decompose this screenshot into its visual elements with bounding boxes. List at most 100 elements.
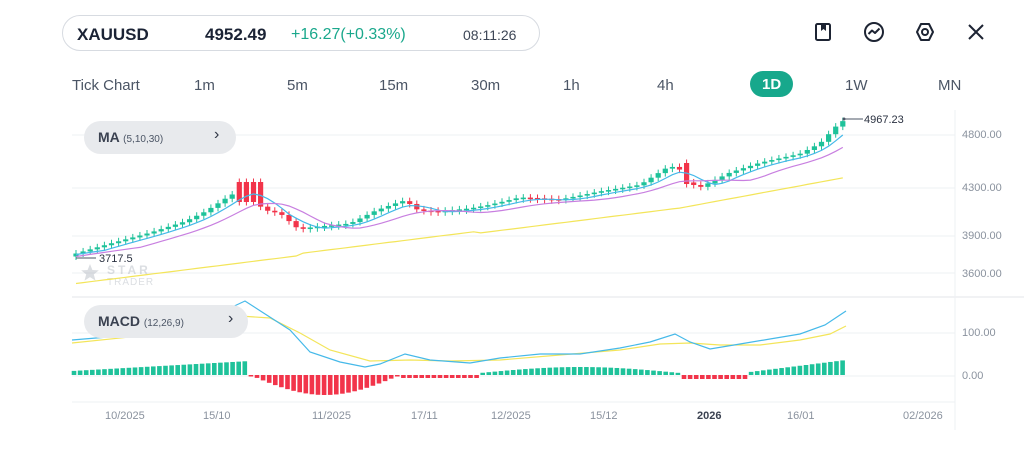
candle-body (620, 187, 626, 190)
star-trader-watermark: STAR TRADER (81, 263, 153, 288)
macd-bar (285, 375, 290, 390)
candle-body (350, 222, 356, 224)
candle-body (676, 166, 683, 170)
candle-body (172, 224, 178, 227)
bookmark-icon[interactable] (811, 20, 835, 44)
macd-bar (828, 361, 833, 375)
macd-bar (480, 372, 485, 375)
moving-average-lines (75, 134, 844, 285)
candle-body (769, 160, 775, 162)
indicator-icon[interactable] (862, 20, 886, 44)
candle-body (116, 241, 122, 244)
candle-body (726, 172, 732, 177)
macd-bar (315, 375, 321, 395)
macd-bar (291, 375, 296, 391)
candle-body (804, 149, 810, 154)
candle-body (250, 182, 257, 202)
candle-body (94, 247, 100, 250)
candle-body (456, 209, 462, 211)
candle-body (818, 141, 825, 147)
macd-bar (224, 362, 229, 375)
macd-bar (425, 375, 431, 378)
macd-bar (718, 375, 723, 379)
candle-body (286, 214, 292, 222)
macd-bar (840, 360, 845, 375)
macd-bar (205, 363, 211, 375)
ma-indicator-pill[interactable]: MA (5,10,30) › (84, 121, 236, 154)
macd-bar (742, 375, 748, 379)
tab-tick-chart[interactable]: Tick Chart (72, 77, 140, 94)
candle-body (634, 185, 640, 187)
macd-bar (730, 375, 736, 379)
candle-body (463, 208, 470, 211)
macd-bar (724, 375, 729, 379)
candle-body (158, 229, 164, 232)
macd-bar (242, 361, 248, 375)
candle-body (499, 201, 505, 204)
macd-bar (138, 367, 144, 375)
macd-bar (334, 375, 339, 395)
macd-bar (815, 363, 821, 375)
candle-body (492, 203, 498, 206)
candle-body (407, 201, 413, 204)
macd-bar (108, 368, 113, 375)
candle-body (471, 207, 477, 210)
macd-bar (535, 368, 540, 375)
macd-bar (77, 370, 83, 375)
macd-bar (578, 367, 583, 375)
x-tick-label: 15/10 (203, 410, 231, 422)
macd-bar (96, 369, 101, 375)
candle-body (705, 183, 711, 187)
macd-bar (541, 367, 546, 375)
candle-body (435, 210, 441, 213)
macd-bar (248, 375, 254, 377)
symbol-ticker[interactable]: XAUUSD 4952.49 +16.27(+0.33%) 08:11:26 (62, 15, 540, 51)
tab-4h[interactable]: 4h (657, 77, 674, 94)
candle-body (840, 121, 846, 127)
macd-bar (401, 375, 406, 378)
candle-body (144, 233, 150, 236)
macd-bar (230, 361, 235, 375)
tab-1h[interactable]: 1h (563, 77, 580, 94)
macd-dif-line (71, 300, 847, 368)
close-icon[interactable] (964, 20, 988, 44)
candle-body (733, 170, 739, 173)
macd-bar (437, 375, 443, 378)
tab-15m[interactable]: 15m (379, 77, 409, 94)
tab-30m[interactable]: 30m (471, 77, 501, 94)
candle-body (783, 156, 789, 159)
macd-bar (748, 371, 754, 375)
tab-1m[interactable]: 1m (194, 77, 215, 94)
macd-bar (90, 369, 95, 375)
candle-body (740, 168, 746, 171)
macd-bar (547, 367, 553, 375)
candle-body (187, 219, 193, 223)
macd-bar (144, 366, 150, 375)
macd-bar (736, 375, 742, 379)
ma-label: MA (98, 129, 120, 145)
macd-bar (364, 375, 370, 388)
tab-5m[interactable]: 5m (287, 77, 308, 94)
macd-indicator-pill[interactable]: MACD (12,26,9) › (84, 305, 248, 338)
candle-body (570, 196, 576, 199)
settings-icon[interactable] (913, 20, 937, 44)
macd-bar (462, 375, 467, 378)
candle-body (584, 194, 590, 196)
ma30-line (75, 177, 843, 285)
macd-bar (809, 364, 815, 375)
candle-body (80, 251, 86, 254)
macd-bar (413, 375, 418, 378)
macd-bar (181, 364, 187, 375)
candle-body (400, 201, 406, 204)
macd-bar (218, 362, 223, 375)
tab-mn[interactable]: MN (938, 77, 962, 94)
macd-bar (340, 375, 345, 394)
ma10-line (75, 146, 844, 258)
candle-body (87, 249, 93, 252)
candle-body (513, 198, 519, 201)
tab-1d[interactable]: 1D (750, 71, 794, 97)
tab-1w[interactable]: 1W (845, 77, 868, 94)
candle-body (151, 231, 157, 234)
macd-bar (169, 365, 174, 375)
